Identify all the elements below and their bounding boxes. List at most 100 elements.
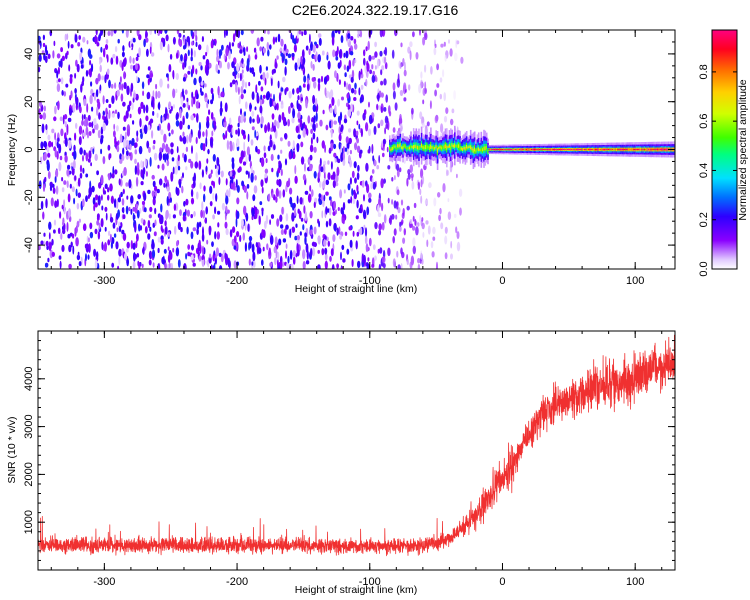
noise-cell [198, 160, 202, 170]
noise-cell [74, 72, 77, 79]
noise-cell [184, 58, 187, 68]
noise-cell [95, 77, 99, 85]
noise-cell [314, 97, 318, 107]
carrier-cell [519, 148, 521, 150]
noise-cell [447, 211, 452, 220]
noise-cell [240, 30, 244, 36]
noise-cell [330, 128, 333, 139]
noise-cell [96, 251, 99, 259]
noise-cell [271, 113, 275, 120]
noise-cell [408, 84, 411, 91]
noise-cell [247, 223, 250, 232]
noise-cell [358, 123, 361, 130]
carrier-cell [659, 148, 662, 151]
noise-cell [236, 185, 240, 193]
noise-cell [380, 69, 383, 76]
noise-cell [305, 45, 309, 51]
carrier-cell [426, 144, 428, 149]
noise-cell [284, 228, 287, 235]
noise-cell [93, 118, 97, 127]
noise-cell [171, 129, 174, 135]
noise-cell [281, 206, 284, 215]
carrier-cell [577, 148, 579, 151]
noise-cell [342, 158, 346, 166]
noise-cell [128, 206, 131, 212]
carrier-cell [399, 143, 402, 147]
noise-cell [432, 226, 436, 235]
noise-cell [146, 74, 150, 79]
noise-cell [82, 36, 86, 43]
noise-cell [112, 53, 116, 59]
noise-cell [397, 207, 401, 214]
noise-cell [43, 232, 46, 237]
noise-cell [367, 128, 372, 137]
noise-cell [170, 148, 174, 155]
noise-cell [261, 259, 264, 266]
noise-cell [366, 183, 370, 194]
noise-cell [124, 252, 127, 261]
noise-cell [198, 76, 202, 84]
noise-cell [182, 215, 186, 222]
carrier-cell [505, 149, 508, 151]
noise-cell [280, 224, 284, 229]
noise-cell [91, 121, 94, 129]
carrier-cell [391, 146, 394, 150]
noise-cell [121, 229, 125, 235]
carrier-cell [447, 146, 449, 149]
noise-cell [220, 100, 223, 110]
noise-cell [196, 221, 200, 231]
noise-cell [62, 221, 65, 226]
noise-cell [231, 161, 235, 170]
noise-cell [240, 114, 244, 124]
noise-cell [210, 138, 213, 148]
noise-cell [415, 226, 419, 236]
noise-cell [59, 211, 62, 219]
noise-cell [135, 203, 139, 209]
noise-cell [440, 222, 444, 230]
noise-cell [186, 97, 189, 103]
noise-cell [113, 233, 117, 238]
carrier-cell [452, 144, 455, 148]
noise-cell [259, 64, 262, 74]
noise-cell [317, 264, 321, 269]
noise-cell [323, 239, 327, 247]
noise-cell [160, 225, 163, 232]
noise-cell [146, 91, 151, 100]
carrier-cell [570, 148, 573, 151]
noise-cell [102, 156, 106, 165]
noise-cell [132, 206, 136, 212]
noise-cell [380, 178, 384, 189]
carrier-cell [617, 148, 619, 151]
noise-cell [263, 152, 267, 159]
noise-cell [64, 137, 68, 148]
noise-cell [322, 109, 325, 115]
noise-cell [81, 114, 84, 121]
noise-cell [131, 102, 134, 111]
noise-cell [244, 221, 247, 231]
noise-cell [121, 83, 124, 91]
noise-cell [250, 165, 253, 175]
noise-cell [255, 209, 258, 219]
noise-cell [153, 231, 157, 237]
noise-cell [100, 148, 103, 155]
noise-cell [43, 52, 46, 61]
noise-cell [174, 165, 178, 175]
noise-cell [233, 235, 237, 243]
noise-cell [216, 48, 219, 58]
noise-cell [340, 251, 342, 261]
noise-cell [372, 181, 377, 190]
noise-cell [38, 180, 42, 190]
noise-cell [92, 148, 95, 155]
noise-cell [61, 244, 65, 253]
noise-cell [146, 48, 149, 58]
noise-cell [122, 126, 126, 131]
noise-cell [285, 213, 289, 222]
noise-cell [459, 207, 462, 216]
noise-cell [155, 83, 158, 90]
spectrogram-x-tick-label: 100 [626, 275, 644, 287]
noise-cell [368, 237, 372, 247]
noise-cell [188, 65, 191, 70]
noise-cell [382, 152, 385, 158]
noise-cell [87, 114, 91, 122]
